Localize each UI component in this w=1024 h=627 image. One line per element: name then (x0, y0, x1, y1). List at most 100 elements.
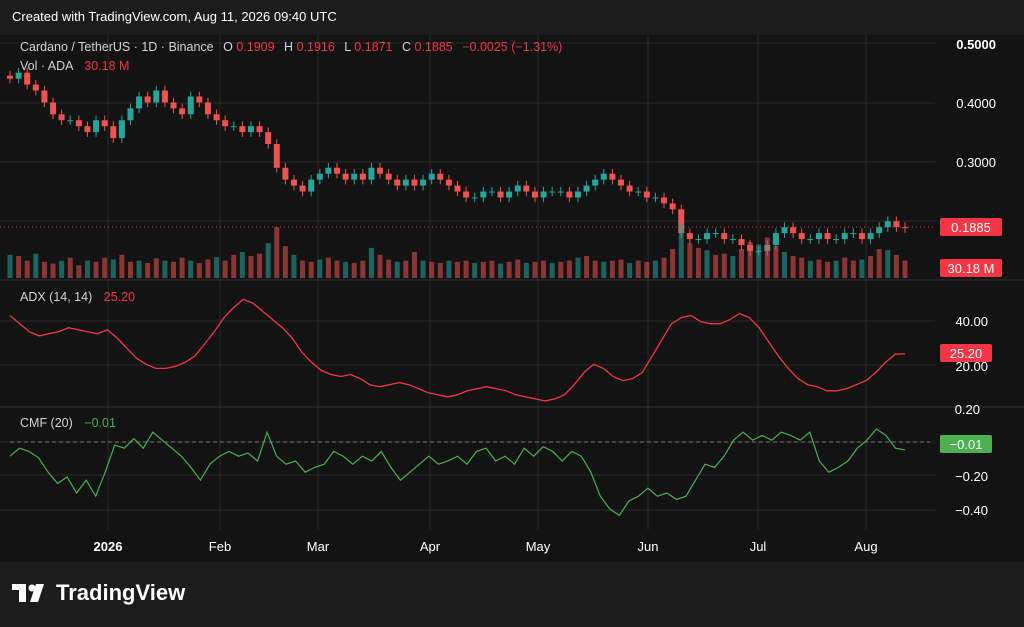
volume-bar[interactable] (334, 260, 340, 278)
volume-bar[interactable] (67, 257, 73, 278)
volume-bar[interactable] (850, 260, 856, 278)
volume-bar[interactable] (816, 259, 822, 278)
volume-bar[interactable] (893, 254, 899, 278)
candle-body[interactable] (118, 120, 125, 139)
tradingview-logo[interactable]: TradingView (12, 580, 185, 606)
volume-bar[interactable] (343, 261, 349, 278)
volume-bar[interactable] (472, 262, 478, 278)
volume-bar[interactable] (532, 261, 538, 278)
volume-bar[interactable] (50, 263, 56, 278)
volume-bar[interactable] (833, 260, 839, 278)
volume-bar[interactable] (764, 237, 770, 278)
volume-bar[interactable] (325, 257, 331, 278)
candle-body[interactable] (695, 239, 702, 241)
volume-bar[interactable] (575, 257, 581, 278)
candle-body[interactable] (161, 90, 168, 103)
volume-bar[interactable] (214, 257, 220, 278)
candle-body[interactable] (24, 72, 31, 85)
candle-body[interactable] (497, 191, 504, 198)
candle-body[interactable] (523, 185, 530, 192)
candle-body[interactable] (136, 96, 143, 109)
candle-body[interactable] (574, 191, 581, 198)
candle-body[interactable] (686, 233, 693, 240)
candle-body[interactable] (84, 126, 91, 133)
volume-bar[interactable] (377, 254, 383, 278)
adx-line[interactable] (9, 298, 906, 402)
candle-body[interactable] (618, 179, 625, 186)
candle-body[interactable] (239, 126, 246, 133)
volume-bar[interactable] (7, 254, 13, 278)
candle-body[interactable] (50, 102, 57, 115)
candle-body[interactable] (445, 179, 452, 186)
volume-bar[interactable] (248, 256, 254, 278)
volume-bar[interactable] (222, 260, 228, 278)
candle-body[interactable] (549, 191, 556, 193)
volume-bar[interactable] (627, 262, 633, 278)
candle-body[interactable] (325, 167, 332, 174)
candle-body[interactable] (884, 221, 891, 228)
candle-body[interactable] (222, 120, 229, 127)
candle-body[interactable] (557, 191, 564, 193)
volume-bar[interactable] (16, 256, 22, 278)
volume-bar[interactable] (566, 260, 572, 278)
volume-bar[interactable] (110, 259, 116, 278)
volume-bar[interactable] (902, 260, 908, 278)
volume-bar[interactable] (411, 251, 417, 278)
candle-body[interactable] (170, 102, 177, 109)
volume-bar[interactable] (782, 251, 788, 278)
volume-bar[interactable] (498, 263, 504, 278)
volume-bar[interactable] (41, 261, 47, 278)
volume-bar[interactable] (179, 257, 185, 278)
candle-body[interactable] (437, 173, 444, 180)
candle-body[interactable] (867, 233, 874, 240)
volume-bar[interactable] (842, 257, 848, 278)
candle-body[interactable] (316, 173, 323, 180)
candle-body[interactable] (153, 90, 160, 103)
volume-bar[interactable] (859, 259, 865, 278)
volume-bar[interactable] (799, 257, 805, 278)
volume-bar[interactable] (274, 227, 280, 278)
volume-bar[interactable] (661, 257, 667, 278)
candle-body[interactable] (93, 120, 100, 133)
candle-body[interactable] (480, 191, 487, 198)
volume-bar[interactable] (188, 260, 194, 278)
candle-body[interactable] (514, 185, 521, 192)
candle-body[interactable] (213, 114, 220, 121)
candle-body[interactable] (402, 179, 409, 186)
volume-bar[interactable] (644, 261, 650, 278)
volume-bar[interactable] (790, 256, 796, 278)
candle-body[interactable] (265, 132, 272, 144)
volume-bar[interactable] (738, 249, 744, 278)
candle-body[interactable] (282, 167, 289, 180)
volume-bar[interactable] (386, 259, 392, 278)
volume-series[interactable] (7, 223, 908, 278)
volume-bar[interactable] (205, 259, 211, 278)
volume-bar[interactable] (807, 260, 813, 278)
candle-body[interactable] (230, 126, 237, 128)
volume-bar[interactable] (558, 261, 564, 278)
volume-bar[interactable] (480, 261, 486, 278)
volume-bar[interactable] (446, 260, 452, 278)
chart-area[interactable]: 0.5000 0.4000 0.3000 40.00 20.00 0.20 −0… (0, 35, 1024, 562)
candle-body[interactable] (75, 120, 82, 127)
candle-body[interactable] (902, 227, 908, 229)
volume-bar[interactable] (368, 247, 374, 278)
volume-bar[interactable] (463, 260, 469, 278)
volume-bar[interactable] (635, 260, 641, 278)
volume-bar[interactable] (541, 260, 547, 278)
volume-bar[interactable] (868, 256, 874, 278)
candle-body[interactable] (471, 197, 478, 199)
volume-bar[interactable] (231, 254, 237, 278)
volume-bar[interactable] (300, 260, 306, 278)
candle-body[interactable] (566, 191, 573, 198)
candle-body[interactable] (815, 233, 822, 240)
candle-body[interactable] (876, 227, 883, 234)
chart-legend[interactable]: Cardano / TetherUS · 1D · Binance O 0.19… (20, 40, 562, 73)
candle-body[interactable] (368, 167, 375, 180)
candle-body[interactable] (772, 233, 779, 245)
candle-body[interactable] (592, 179, 599, 186)
candle-body[interactable] (7, 75, 13, 79)
candle-body[interactable] (290, 179, 297, 186)
volume-bar[interactable] (265, 243, 271, 278)
candle-body[interactable] (144, 96, 151, 103)
